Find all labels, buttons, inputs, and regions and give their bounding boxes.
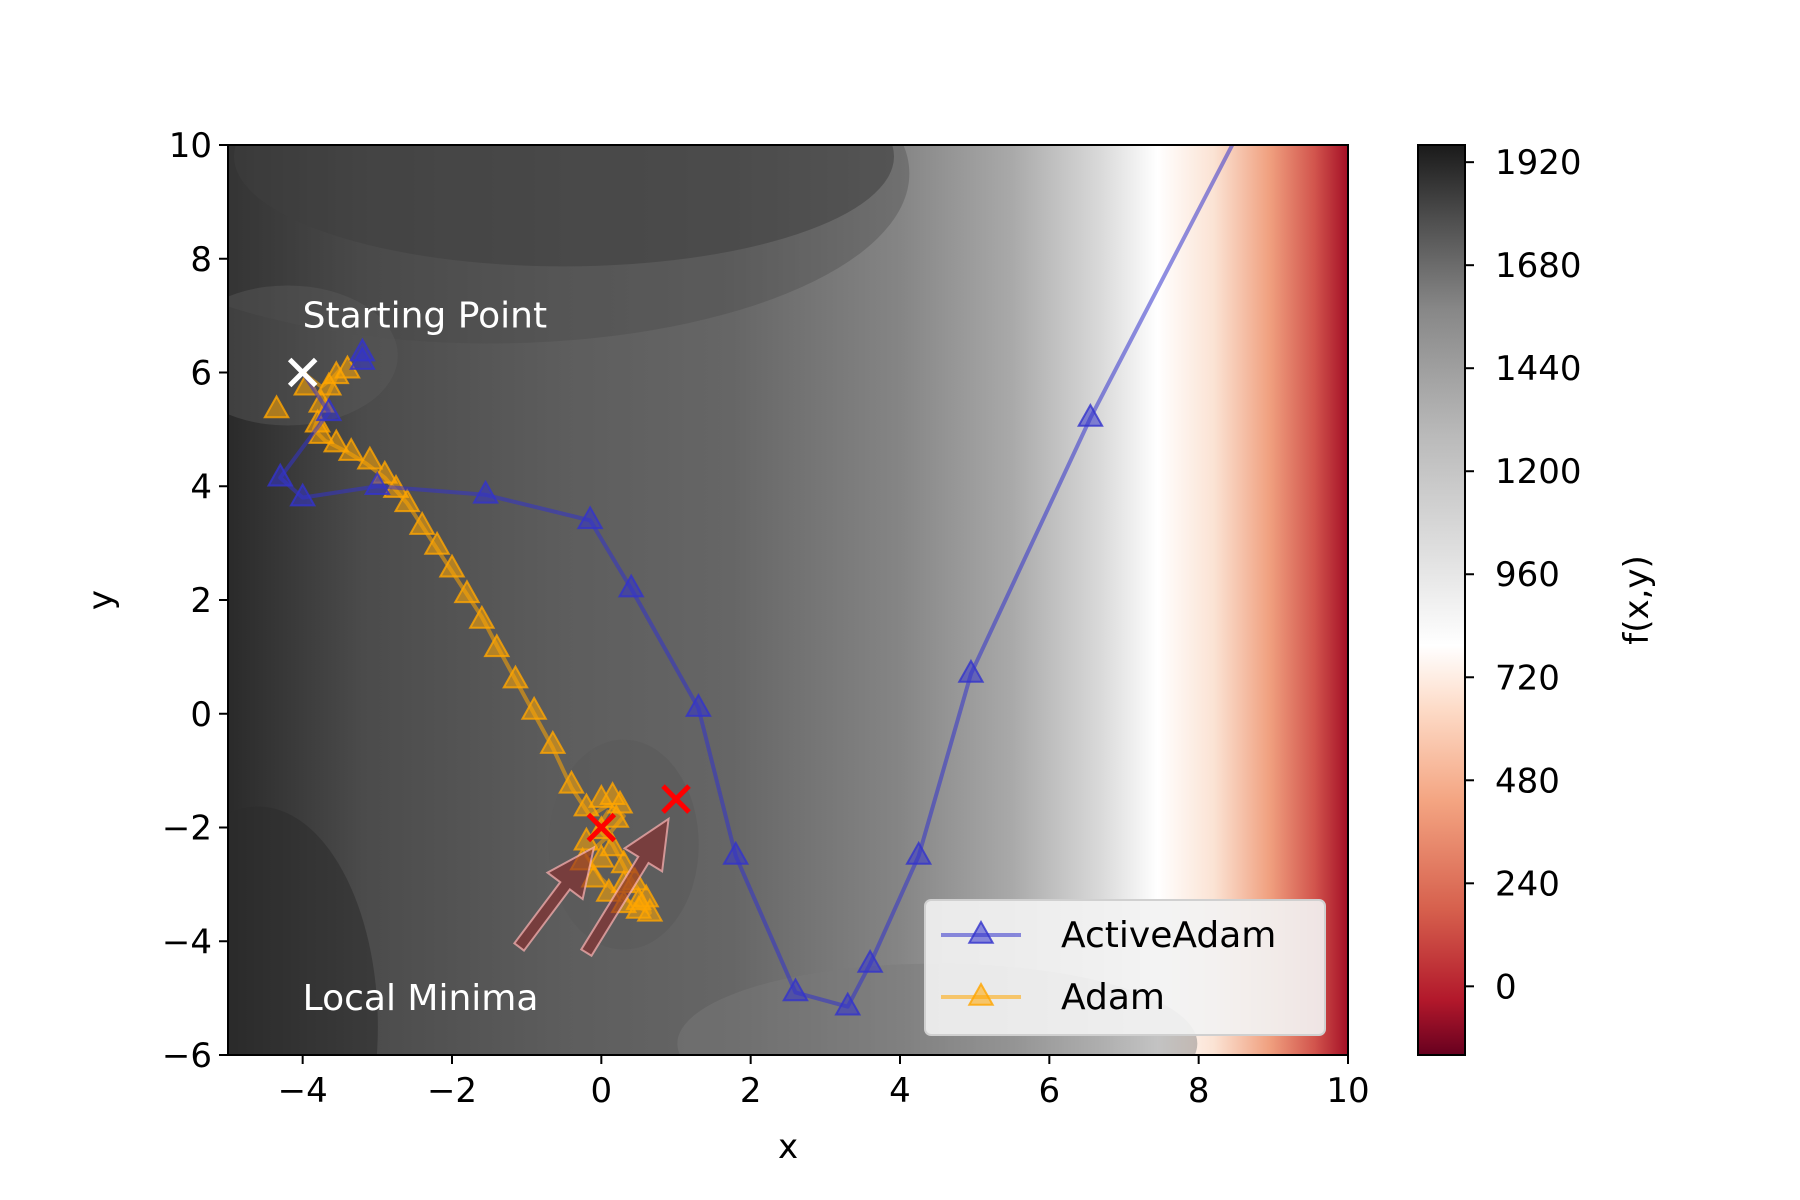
series-marker bbox=[348, 346, 376, 370]
series-marker bbox=[520, 695, 548, 720]
colorbar-ticks: 0 240 480 720 960 1200 1440 1680 1920 bbox=[1465, 143, 1582, 1007]
series-marker bbox=[722, 840, 750, 865]
series-marker bbox=[363, 471, 391, 496]
colorbar-tick-label: 960 bbox=[1495, 555, 1560, 595]
x-axis-label: x bbox=[778, 1127, 798, 1167]
annotation-arrow bbox=[579, 816, 670, 958]
colorbar-tick-label: 720 bbox=[1495, 658, 1560, 698]
contour-band bbox=[234, 145, 894, 267]
series-marker bbox=[356, 445, 384, 470]
plot-area: Starting Point Local Minima bbox=[227, 144, 1349, 1056]
y-tick-label: 2 bbox=[190, 581, 212, 621]
local-minimum-marker bbox=[586, 812, 617, 843]
series-marker bbox=[617, 573, 645, 598]
x-tick-label: 0 bbox=[591, 1071, 613, 1111]
colorbar-tick-label: 1200 bbox=[1495, 452, 1582, 492]
legend-label: ActiveAdam bbox=[1061, 915, 1276, 956]
series-marker bbox=[558, 769, 585, 794]
series-marker bbox=[539, 729, 567, 754]
colorbar-tick-label: 1680 bbox=[1495, 246, 1582, 286]
legend-label: Adam bbox=[1061, 977, 1165, 1018]
legend-entry: ActiveAdam bbox=[941, 915, 1276, 956]
series-marker bbox=[502, 664, 529, 689]
y-tick-label: 0 bbox=[190, 695, 212, 735]
series-marker bbox=[856, 948, 884, 973]
y-axis-label: y bbox=[81, 590, 121, 610]
x-tick-label: 2 bbox=[740, 1071, 762, 1111]
x-tick-label: 4 bbox=[889, 1071, 911, 1111]
x-tick-label: 10 bbox=[1326, 1071, 1369, 1111]
series-marker bbox=[599, 832, 626, 857]
series-marker bbox=[625, 886, 653, 911]
y-tick-label: −4 bbox=[162, 922, 212, 962]
local-minimum-marker bbox=[661, 784, 691, 814]
series-marker bbox=[684, 693, 712, 717]
series-marker bbox=[337, 437, 365, 461]
annotation-layer: Starting Point Local Minima bbox=[303, 296, 670, 1019]
x-tick-label: 8 bbox=[1188, 1071, 1210, 1111]
colorbar-tick-label: 1920 bbox=[1495, 143, 1582, 183]
contour-band bbox=[228, 145, 910, 344]
annotation-text: Local Minima bbox=[303, 978, 539, 1019]
contour-band bbox=[228, 806, 378, 1055]
series-marker bbox=[782, 977, 809, 1002]
y-tick-label: 10 bbox=[169, 126, 212, 166]
colorbar-tick-label: 0 bbox=[1495, 967, 1517, 1007]
x-tick-label: −2 bbox=[427, 1071, 477, 1111]
colorbar-tick-label: 480 bbox=[1495, 761, 1560, 801]
legend-marker bbox=[967, 981, 995, 1006]
colorbar: 0 240 480 720 960 1200 1440 1680 1920 f(x,y) bbox=[1417, 143, 1657, 1056]
series-marker bbox=[438, 553, 466, 578]
x-axis: −4 −2 0 2 4 6 8 10 bbox=[278, 1055, 1370, 1111]
series-marker bbox=[576, 505, 604, 530]
series-marker bbox=[315, 397, 343, 422]
series-marker bbox=[957, 658, 985, 683]
y-tick-label: 6 bbox=[190, 354, 212, 394]
series-marker bbox=[905, 840, 933, 865]
points-layer bbox=[287, 357, 691, 843]
series-marker bbox=[472, 479, 500, 504]
series-marker bbox=[453, 579, 481, 604]
series-marker bbox=[423, 530, 451, 555]
series-marker bbox=[263, 394, 290, 419]
series-marker bbox=[483, 633, 511, 658]
y-tick-label: −2 bbox=[162, 809, 212, 849]
y-axis: −6 −4 −2 0 2 4 6 8 10 bbox=[162, 126, 228, 1076]
colorbar-tick-label: 240 bbox=[1495, 864, 1560, 904]
series-marker bbox=[587, 843, 615, 868]
series-marker bbox=[266, 462, 294, 487]
series-marker bbox=[289, 482, 317, 507]
series-activeadam bbox=[266, 145, 1235, 1016]
series-marker bbox=[322, 428, 350, 453]
x-tick-label: −4 bbox=[278, 1071, 328, 1111]
series-marker bbox=[393, 488, 421, 513]
legend-box bbox=[924, 899, 1326, 1036]
series-marker bbox=[468, 604, 496, 629]
x-tick-label: 6 bbox=[1039, 1071, 1061, 1111]
y-tick-label: 8 bbox=[190, 240, 212, 280]
series-adam bbox=[263, 354, 664, 922]
series-marker bbox=[408, 511, 436, 535]
legend-marker bbox=[967, 919, 995, 944]
y-tick-label: 4 bbox=[190, 467, 212, 507]
start-marker bbox=[287, 357, 318, 388]
legend-entry: Adam bbox=[941, 977, 1165, 1018]
y-tick-label: −6 bbox=[162, 1036, 212, 1076]
colorbar-scale bbox=[1417, 144, 1466, 1056]
annotation-arrow bbox=[513, 845, 596, 952]
legend: ActiveAdam Adam bbox=[924, 899, 1326, 1036]
contour-band bbox=[548, 739, 699, 950]
series-marker bbox=[1076, 402, 1104, 427]
series-layer bbox=[263, 145, 1235, 1016]
colorbar-label: f(x,y) bbox=[1617, 555, 1657, 645]
contour-band bbox=[228, 285, 398, 426]
series-marker bbox=[834, 991, 862, 1016]
colorbar-tick-label: 1440 bbox=[1495, 349, 1582, 389]
annotation-text: Starting Point bbox=[303, 296, 547, 337]
